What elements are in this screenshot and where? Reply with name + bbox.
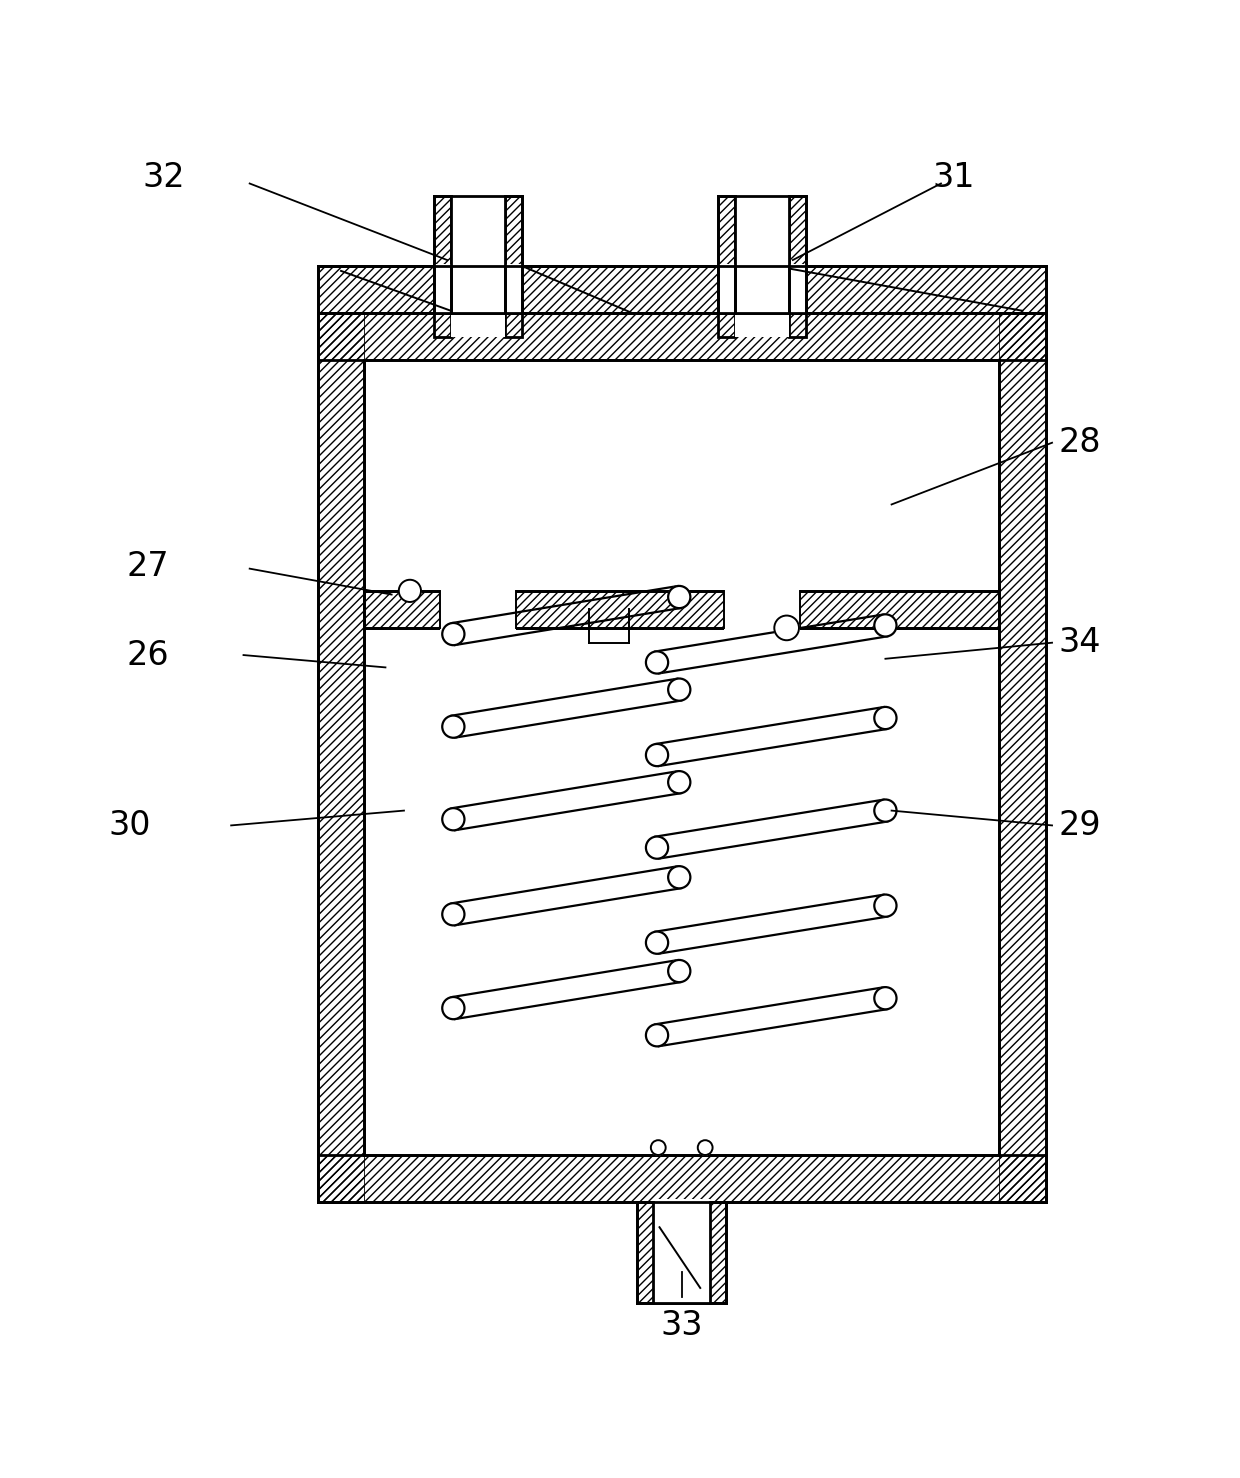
Circle shape [668, 678, 691, 701]
Bar [434, 197, 451, 337]
Circle shape [646, 931, 668, 953]
Bar [317, 1154, 1045, 1202]
Circle shape [668, 772, 691, 794]
Bar [718, 197, 735, 337]
Text: 27: 27 [126, 550, 170, 582]
Circle shape [698, 1140, 713, 1154]
Circle shape [443, 622, 465, 646]
Circle shape [874, 800, 897, 822]
Bar [440, 588, 516, 631]
Circle shape [874, 615, 897, 637]
Bar [317, 266, 1045, 313]
Circle shape [774, 615, 799, 640]
Circle shape [646, 652, 668, 674]
Circle shape [443, 998, 465, 1020]
Circle shape [646, 837, 668, 859]
Text: 32: 32 [141, 161, 185, 194]
Bar [505, 197, 522, 337]
Circle shape [646, 1024, 668, 1046]
Circle shape [399, 579, 422, 602]
Circle shape [668, 961, 691, 983]
Bar [718, 197, 735, 337]
Bar [789, 197, 806, 337]
Bar [317, 313, 365, 1202]
Bar [724, 588, 800, 631]
Bar [317, 313, 365, 1202]
Bar [718, 263, 806, 313]
Bar [999, 313, 1045, 1202]
Bar [999, 313, 1045, 1202]
Circle shape [646, 743, 668, 766]
Text: 31: 31 [932, 161, 975, 194]
Text: 26: 26 [126, 638, 170, 671]
Bar [434, 263, 522, 313]
Circle shape [874, 706, 897, 729]
Text: 33: 33 [661, 1310, 703, 1342]
Bar [434, 197, 451, 337]
Text: 29: 29 [1058, 808, 1101, 842]
Bar [317, 1154, 1045, 1202]
Bar [789, 197, 806, 337]
Bar [365, 591, 999, 628]
Bar [637, 1202, 727, 1304]
Bar [317, 313, 1045, 361]
Circle shape [651, 1140, 666, 1154]
Bar [505, 197, 522, 337]
Bar [365, 591, 999, 628]
Bar [317, 313, 1045, 361]
Bar [365, 361, 999, 1154]
Text: 28: 28 [1058, 426, 1101, 460]
Circle shape [668, 585, 691, 607]
Bar [735, 197, 789, 337]
Bar [637, 1202, 727, 1304]
Circle shape [443, 808, 465, 831]
Circle shape [668, 866, 691, 888]
Bar [317, 266, 1045, 313]
Circle shape [874, 894, 897, 916]
Circle shape [443, 903, 465, 925]
Text: 30: 30 [108, 808, 151, 842]
Circle shape [443, 715, 465, 738]
Circle shape [874, 987, 897, 1009]
Bar [451, 197, 505, 337]
Text: 34: 34 [1058, 627, 1101, 659]
Bar [653, 1200, 711, 1304]
